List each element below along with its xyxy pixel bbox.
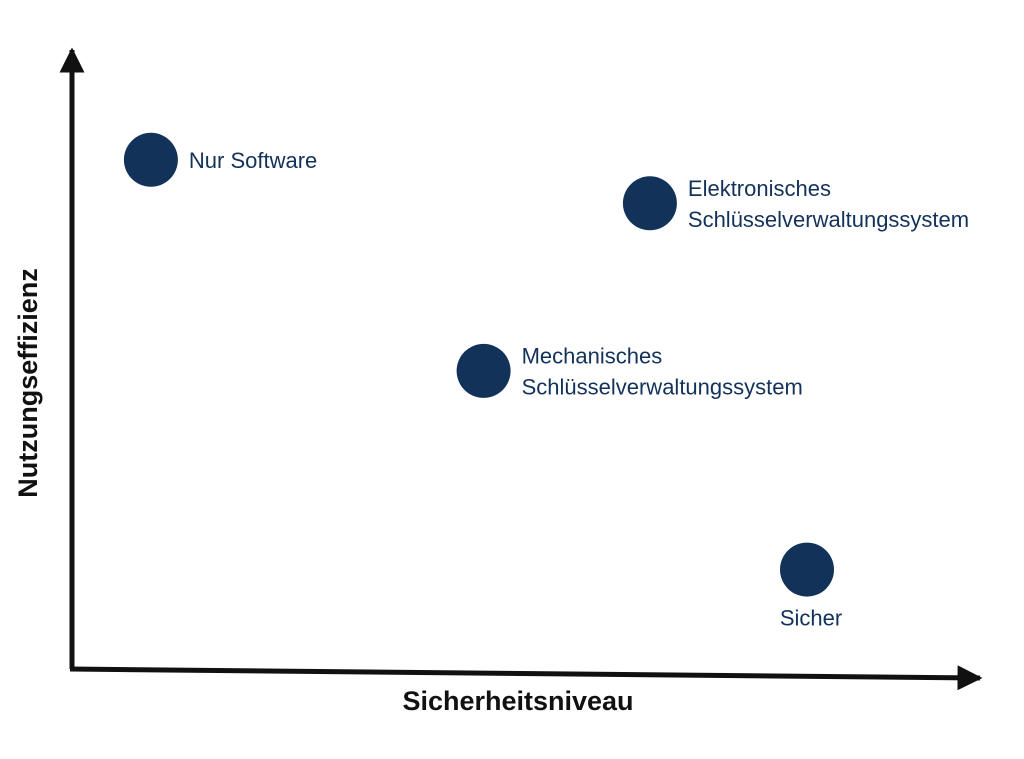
data-point-label-line: Mechanisches <box>522 343 663 368</box>
data-point-marker <box>456 343 511 398</box>
data-point-group: Elektronisches Schlüsselverwaltungssystem <box>622 176 969 232</box>
data-point-group: Nur Software <box>123 132 317 187</box>
data-point-marker <box>780 542 834 597</box>
data-point-label: Nur Software <box>189 148 317 173</box>
data-point-group: Mechanisches Schlüsselverwaltungssystem <box>456 343 803 399</box>
data-point-label: Sicher <box>780 606 842 631</box>
axes <box>59 47 983 691</box>
data-point-marker <box>622 176 677 231</box>
data-point-label: Mechanisches Schlüsselverwaltungssystem <box>522 343 803 399</box>
data-point-label-line: Sicher <box>780 606 842 631</box>
data-point-label-line: Schlüsselverwaltungssystem <box>688 207 969 232</box>
y-axis-title: Nutzungseffizienz <box>13 268 43 498</box>
data-point-marker <box>123 132 178 187</box>
data-points: Nur Software Elektronisches Schlüsselverwa… <box>123 132 969 631</box>
x-axis-line <box>69 665 983 691</box>
data-point-label: Elektronisches Schlüsselverwaltungssystem <box>688 176 969 232</box>
data-point-label-line: Elektronisches <box>688 176 831 201</box>
data-point-label-line: Schlüsselverwaltungssystem <box>522 374 803 399</box>
x-axis-title: Sicherheitsniveau <box>402 686 633 716</box>
data-point-group: Sicher <box>780 542 842 631</box>
data-point-label-line: Nur Software <box>189 148 317 173</box>
